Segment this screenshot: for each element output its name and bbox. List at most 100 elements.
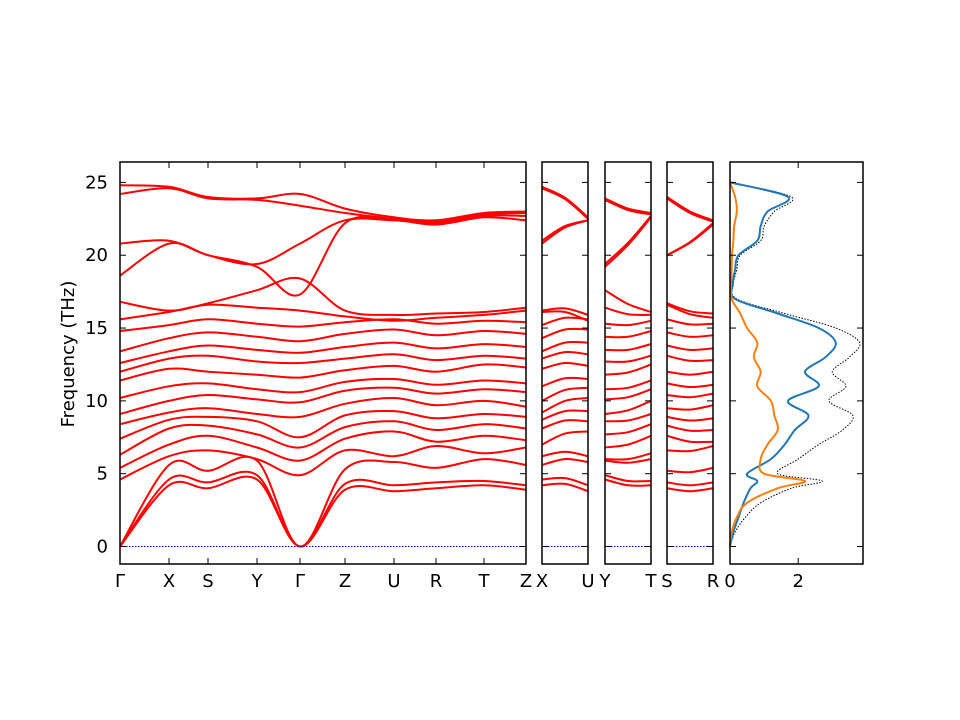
band-structure-lines — [119, 184, 714, 548]
band-line — [604, 478, 652, 487]
band-line — [666, 466, 714, 474]
x-tick-label: T — [645, 571, 658, 592]
x-tick-label: Y — [599, 571, 612, 592]
band-line — [541, 340, 589, 353]
tick-marks — [119, 162, 863, 564]
band-line — [666, 331, 714, 338]
y-axis-label: Frequency (THz) — [58, 281, 79, 428]
x-tick-label: S — [202, 571, 213, 592]
panel-dos — [729, 161, 864, 565]
panel-s-r — [666, 161, 714, 565]
band-line — [604, 399, 652, 415]
x-tick-label: S — [661, 571, 672, 592]
band-line — [119, 215, 527, 297]
band-line — [604, 197, 652, 214]
x-tick-label: U — [581, 571, 594, 592]
band-line — [541, 482, 589, 493]
band-line — [541, 430, 589, 446]
band-line — [541, 185, 589, 219]
x-tick-label: X — [163, 571, 175, 592]
x-tick-label: Γ — [295, 571, 305, 592]
band-line — [541, 409, 589, 421]
dos-lines — [729, 181, 861, 547]
band-line — [666, 370, 714, 376]
band-line — [541, 376, 589, 388]
band-line — [666, 445, 714, 453]
band-line — [119, 455, 527, 548]
x-tick-label: Z — [520, 571, 532, 592]
band-line — [541, 219, 589, 242]
band-line — [666, 302, 714, 315]
band-line — [666, 481, 714, 487]
band-line — [666, 354, 714, 362]
x-tick-label: R — [430, 571, 443, 592]
band-line — [119, 386, 527, 415]
band-line — [541, 450, 589, 458]
band-line — [119, 444, 527, 481]
band-line — [604, 379, 652, 391]
band-line — [541, 307, 589, 316]
band-line — [666, 487, 714, 493]
band-line — [604, 474, 652, 483]
band-line — [604, 413, 652, 423]
panel-main — [119, 161, 527, 565]
band-line — [119, 409, 527, 440]
band-line — [666, 382, 714, 389]
band-line — [119, 377, 527, 399]
band-line — [666, 303, 714, 319]
band-line — [119, 276, 527, 317]
band-line — [604, 388, 652, 401]
band-line — [119, 318, 527, 332]
band-line — [666, 392, 714, 399]
panel-x-u — [541, 161, 589, 565]
band-line — [119, 353, 527, 373]
band-line — [604, 330, 652, 339]
band-line — [666, 434, 714, 444]
x-tick-label: Γ — [115, 571, 125, 592]
x-tick-label: X — [536, 571, 548, 592]
band-line — [541, 476, 589, 487]
band-line — [666, 424, 714, 432]
band-line — [541, 350, 589, 360]
band-line — [666, 196, 714, 222]
band-line — [119, 363, 527, 382]
band-line — [666, 415, 714, 422]
y-tick-label: 15 — [85, 318, 108, 339]
band-line — [119, 470, 527, 548]
panel-y-t — [604, 161, 652, 565]
band-line — [119, 430, 527, 469]
band-line — [604, 343, 652, 352]
dos-curve — [729, 181, 861, 547]
band-line — [604, 423, 652, 436]
band-line — [119, 420, 527, 456]
x-tick-label: R — [707, 571, 720, 592]
band-line — [666, 344, 714, 351]
y-tick-label: 25 — [85, 172, 108, 193]
x-tick-label: Z — [339, 571, 351, 592]
band-line — [604, 458, 652, 464]
band-line — [119, 341, 527, 364]
band-line — [604, 354, 652, 363]
x-tick-label: U — [387, 571, 400, 592]
y-tick-label: 20 — [85, 245, 108, 266]
band-line — [541, 310, 589, 322]
band-line — [541, 458, 589, 466]
band-line — [541, 361, 589, 370]
band-line — [604, 363, 652, 376]
y-tick-label: 10 — [85, 391, 108, 412]
band-line — [541, 419, 589, 430]
band-line — [666, 222, 714, 257]
band-line — [666, 404, 714, 411]
panel-frames — [119, 161, 864, 565]
band-line — [119, 184, 527, 222]
band-line — [119, 328, 527, 353]
band-line — [604, 289, 652, 313]
band-line — [604, 216, 652, 268]
band-line — [604, 434, 652, 449]
dos-x-tick-label: 2 — [792, 571, 803, 592]
band-line — [541, 219, 589, 245]
band-line — [541, 386, 589, 402]
dos-x-tick-label: 0 — [724, 571, 735, 592]
x-tick-label: Y — [251, 571, 264, 592]
